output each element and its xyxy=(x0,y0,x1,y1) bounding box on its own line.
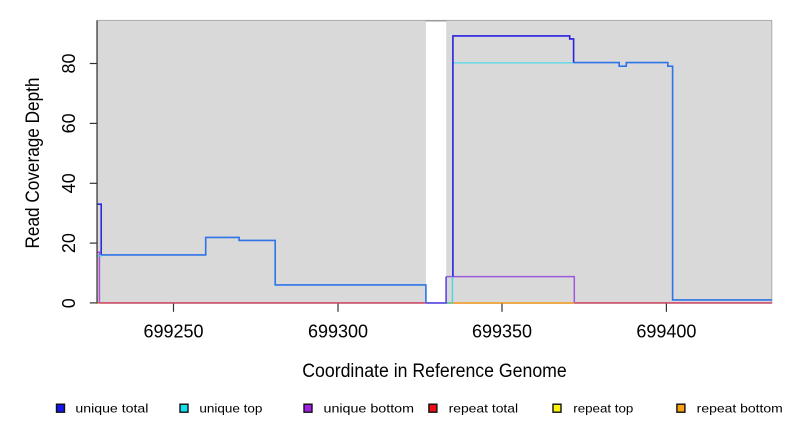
svg-text:unique top: unique top xyxy=(199,402,262,416)
svg-text:60: 60 xyxy=(59,113,79,133)
svg-text:repeat total: repeat total xyxy=(449,402,518,416)
svg-text:unique bottom: unique bottom xyxy=(324,402,415,416)
svg-text:699400: 699400 xyxy=(636,322,696,342)
svg-text:unique total: unique total xyxy=(75,402,148,416)
svg-text:80: 80 xyxy=(59,53,79,73)
svg-text:Read Coverage Depth: Read Coverage Depth xyxy=(23,78,44,249)
svg-text:repeat top: repeat top xyxy=(573,402,633,416)
svg-text:699350: 699350 xyxy=(472,322,532,342)
svg-text:20: 20 xyxy=(59,233,79,253)
svg-text:Coordinate in Reference Genome: Coordinate in Reference Genome xyxy=(302,361,567,382)
svg-text:699250: 699250 xyxy=(143,322,203,342)
svg-text:0: 0 xyxy=(59,298,79,308)
svg-text:699300: 699300 xyxy=(308,322,368,342)
svg-text:repeat bottom: repeat bottom xyxy=(697,402,783,416)
svg-text:40: 40 xyxy=(59,173,79,193)
